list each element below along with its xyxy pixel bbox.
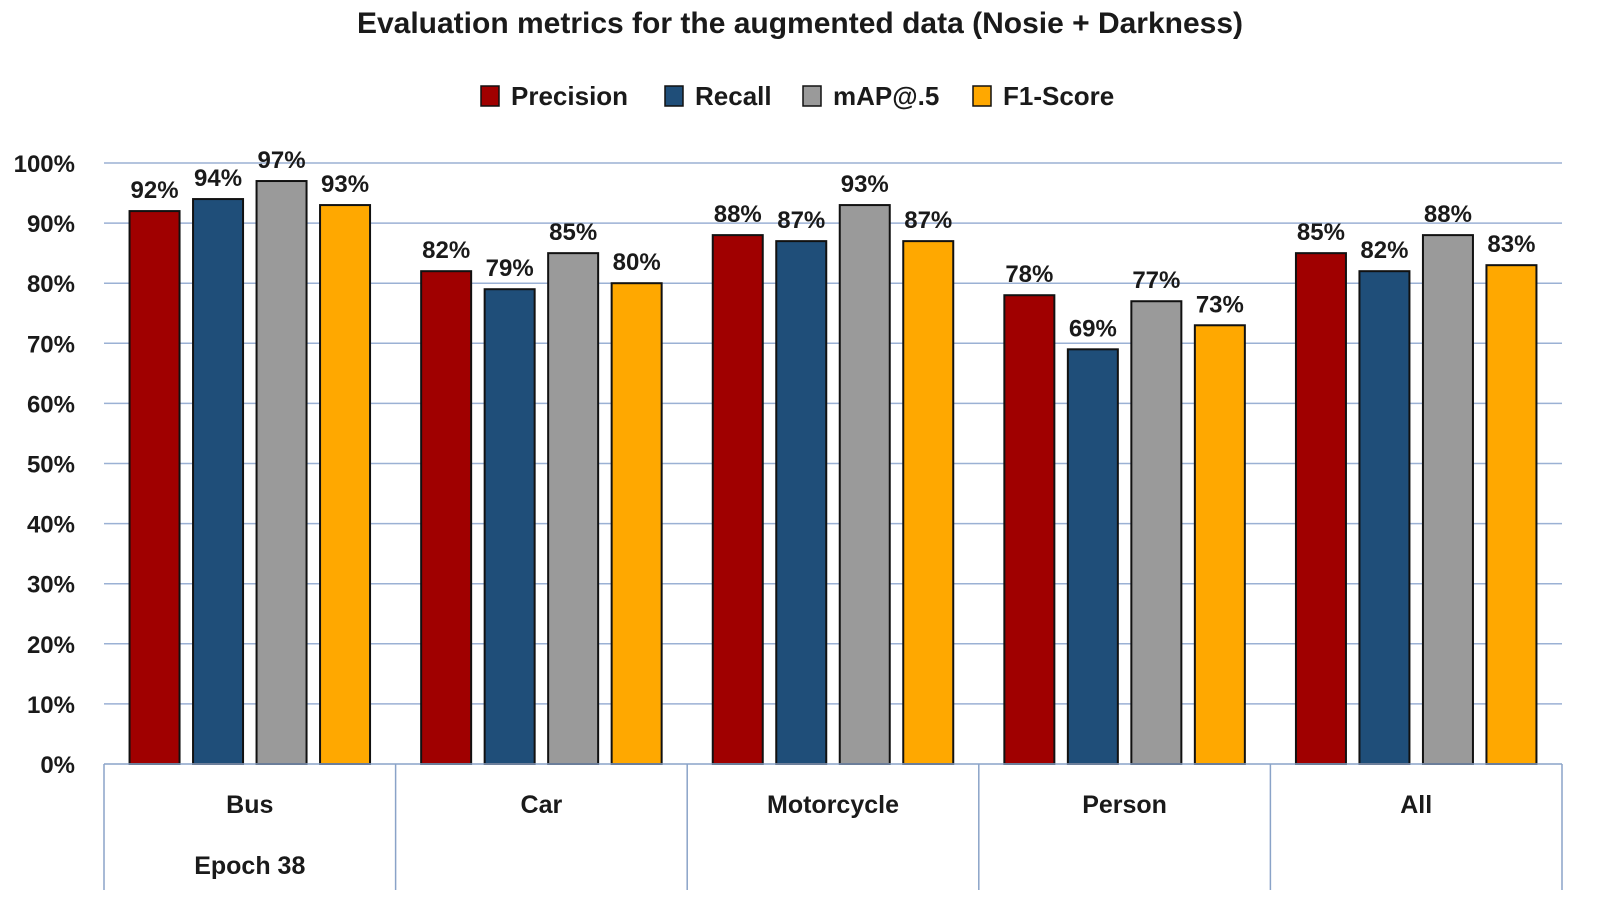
legend-swatch-map-5	[802, 85, 822, 107]
bar-person-map-5	[1130, 300, 1183, 765]
bar-person-recall	[1066, 348, 1119, 765]
y-axis: 0% 10% 20% 30% 40% 50% 60% 70% 80% 90% 100%	[14, 151, 75, 779]
bar-motorcycle-map-5	[838, 204, 891, 765]
bars	[128, 180, 1538, 765]
bar-bus-map-5	[255, 180, 308, 765]
data-label-car-recall: 79%	[486, 255, 534, 282]
y-tick-label: 60%	[27, 391, 75, 418]
chart-title: Evaluation metrics for the augmented dat…	[357, 7, 1243, 40]
bar-bus-f1-score	[319, 204, 372, 765]
legend-swatch-precision	[480, 85, 500, 107]
data-labels: 92% 94% 97% 93% 82% 79% 85% 80% 88% 87% 93% 87% 78% 6…	[131, 147, 1536, 342]
x-category-label-person: Person	[1082, 791, 1167, 819]
legend-label-f1-score: F1-Score	[1003, 81, 1114, 111]
y-tick-label: 90%	[27, 211, 75, 238]
y-tick-label: 20%	[27, 632, 75, 659]
data-label-person-recall: 69%	[1069, 315, 1117, 342]
data-label-motorcycle-precision: 88%	[714, 201, 762, 228]
bar-motorcycle-f1-score	[902, 240, 955, 765]
data-label-all-recall: 82%	[1360, 237, 1408, 264]
bar-person-f1-score	[1193, 324, 1246, 765]
data-label-person-precision: 78%	[1005, 261, 1053, 288]
data-label-all-map-5: 88%	[1424, 201, 1472, 228]
data-label-all-f1-score: 83%	[1487, 231, 1535, 258]
bar-car-recall	[483, 288, 536, 765]
bar-bus-precision	[128, 210, 181, 765]
y-tick-label: 50%	[27, 452, 75, 479]
data-label-motorcycle-map-5: 93%	[841, 171, 889, 198]
y-tick-label: 30%	[27, 572, 75, 599]
bar-bus-recall	[192, 198, 245, 765]
data-label-car-precision: 82%	[422, 237, 470, 264]
x-category-label-all: All	[1400, 791, 1432, 819]
data-label-person-f1-score: 73%	[1196, 291, 1244, 318]
data-label-all-precision: 85%	[1297, 219, 1345, 246]
legend-label-precision: Precision	[511, 81, 628, 111]
x-category-label-motorcycle: Motorcycle	[767, 791, 899, 819]
bar-all-map-5	[1421, 234, 1474, 765]
x-category-label-car: Car	[521, 791, 563, 819]
bar-all-recall	[1358, 270, 1411, 765]
bar-motorcycle-recall	[775, 240, 828, 765]
bar-car-f1-score	[610, 282, 663, 765]
legend-swatch-recall	[664, 85, 684, 107]
y-tick-label: 10%	[27, 692, 75, 719]
data-label-bus-recall: 94%	[194, 165, 242, 192]
y-tick-label: 0%	[40, 752, 75, 779]
bar-motorcycle-precision	[711, 234, 764, 765]
x-group-label: Epoch 38	[194, 852, 305, 880]
legend-label-map-5: mAP@.5	[833, 81, 939, 111]
y-tick-label: 70%	[27, 331, 75, 358]
legend-label-recall: Recall	[695, 81, 772, 111]
y-tick-label: 100%	[14, 151, 75, 178]
legend-swatch-f1-score	[972, 85, 992, 107]
data-label-car-f1-score: 80%	[613, 249, 661, 276]
data-label-bus-precision: 92%	[131, 177, 179, 204]
x-category-label-bus: Bus	[226, 791, 273, 819]
data-label-car-map-5: 85%	[549, 219, 597, 246]
legend: Precision Recall mAP@.5 F1-Score	[480, 81, 1114, 111]
bar-person-precision	[1003, 294, 1056, 765]
data-label-motorcycle-recall: 87%	[777, 207, 825, 234]
y-tick-label: 80%	[27, 271, 75, 298]
bar-all-f1-score	[1485, 264, 1538, 765]
x-axis: Bus Car Motorcycle Person All Epoch 38	[103, 763, 1563, 890]
data-label-person-map-5: 77%	[1132, 267, 1180, 294]
bar-car-map-5	[547, 252, 600, 765]
bar-all-precision	[1294, 252, 1347, 765]
data-label-bus-f1-score: 93%	[321, 171, 369, 198]
y-tick-label: 40%	[27, 512, 75, 539]
bar-car-precision	[420, 270, 473, 765]
data-label-motorcycle-f1-score: 87%	[904, 207, 952, 234]
data-label-bus-map-5: 97%	[258, 147, 306, 174]
